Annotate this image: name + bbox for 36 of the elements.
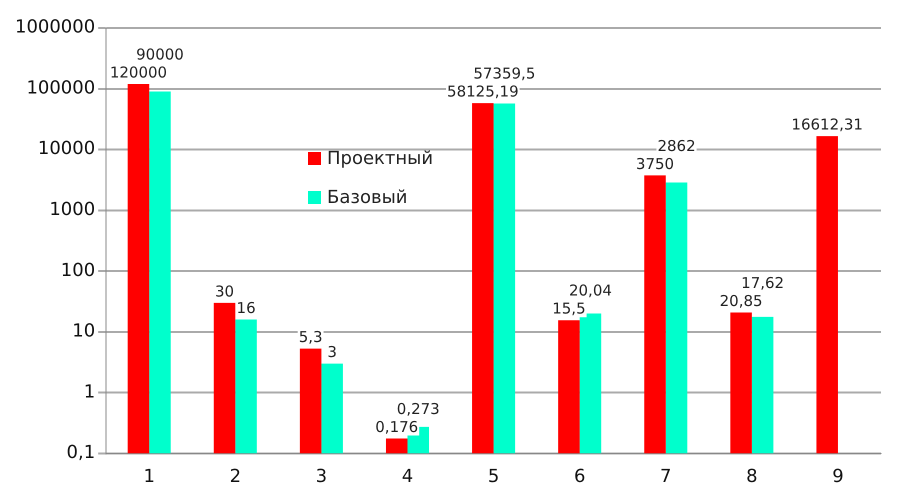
legend-label: Проектный xyxy=(327,148,434,169)
data-label: 3 xyxy=(327,343,337,362)
x-tick-label: 3 xyxy=(316,466,328,487)
x-tick-label: 6 xyxy=(574,466,586,487)
y-tick-label: 1000000 xyxy=(14,16,96,38)
x-tick-label: 5 xyxy=(488,466,500,487)
x-tick-label: 9 xyxy=(832,466,844,487)
data-label: 0,273 xyxy=(396,400,440,418)
y-tick-label: 100 xyxy=(60,260,96,281)
data-label: 120000 xyxy=(110,63,168,82)
data-label: 30 xyxy=(215,282,234,300)
data-label: 20,04 xyxy=(568,282,612,300)
data-label: 16612,31 xyxy=(791,116,863,134)
data-label: 58125,19 xyxy=(447,82,519,100)
x-tick-label: 8 xyxy=(746,466,758,487)
x-tick-label: 1 xyxy=(143,466,155,487)
data-label: 90000 xyxy=(136,45,184,64)
y-tick-label: 1 xyxy=(84,381,96,402)
data-label: 16 xyxy=(236,298,256,317)
data-label: 0,176 xyxy=(375,418,418,436)
y-tick-label: 10 xyxy=(72,320,96,342)
data-label: 5,3 xyxy=(298,328,323,346)
x-tick-label: 4 xyxy=(402,466,414,487)
data-label: 57359,5 xyxy=(473,64,536,82)
x-tick-label: 2 xyxy=(230,466,242,487)
data-label: 15,5 xyxy=(552,300,586,318)
y-tick-label: 0,1 xyxy=(66,442,96,464)
data-label: 2862 xyxy=(657,136,696,155)
y-tick-label: 10000 xyxy=(38,138,96,160)
y-tick-label: 100000 xyxy=(26,77,96,98)
legend-label: Базовый xyxy=(327,187,408,208)
x-tick-label: 7 xyxy=(660,466,672,487)
data-label: 17,62 xyxy=(741,274,784,292)
data-label: 20,85 xyxy=(720,292,763,310)
data-label: 3750 xyxy=(636,154,674,173)
y-tick-label: 1000 xyxy=(49,198,96,220)
